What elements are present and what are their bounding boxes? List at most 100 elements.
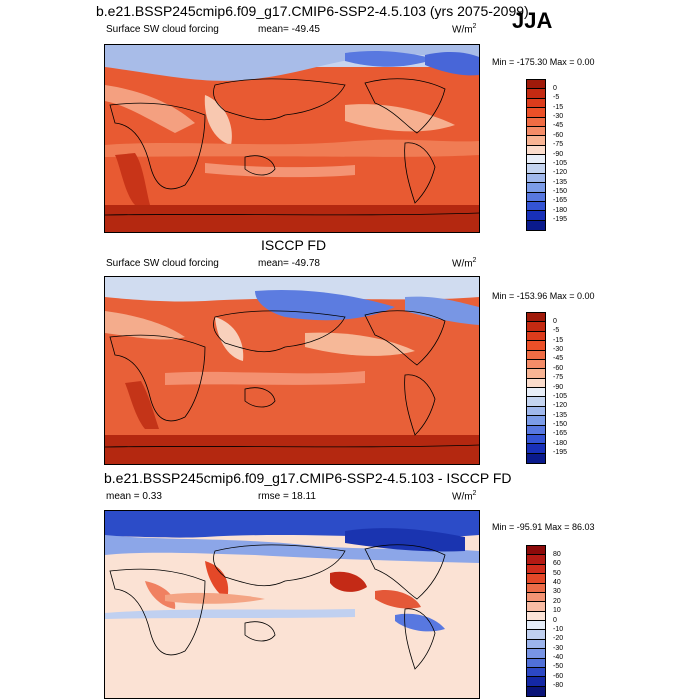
panel-3-colorbar-cell [527, 555, 545, 565]
panel-3-tick-label: 60 [553, 560, 561, 568]
panel-1-colorbar-cell [527, 220, 545, 230]
panel-3-tick-label: -20 [553, 635, 564, 643]
panel-2-colorbar-cell [527, 322, 545, 332]
panel-1-title: b.e21.BSSP245cmip6.f09_g17.CMIP6-SSP2-4.… [96, 3, 529, 19]
panel-1-colorbar [526, 79, 546, 231]
panel-1-minmax: Min = -175.30 Max = 0.00 [492, 57, 595, 67]
panel-1-colorbar-cell [527, 183, 545, 193]
panel-1-tick-label: -30 [553, 113, 564, 120]
panel-2-tick-label: -135 [553, 411, 568, 419]
panel-1-colorbar-cell [527, 126, 545, 137]
panel-2-colorbar-cell [527, 341, 545, 351]
panel-3-colorbar [526, 545, 546, 697]
panel-3-colorbar-cell [527, 621, 545, 631]
panel-2-title: ISCCP FD [261, 237, 327, 253]
panel-1-mean-label: mean= -49.45 [258, 24, 320, 35]
panel-3-colorbar-cell [527, 592, 545, 603]
panel-1-tick-label: -165 [553, 197, 568, 205]
panel-3-colorbar-cell [527, 649, 545, 659]
panel-1-tick-label: -90 [553, 150, 564, 158]
panel-2-map-field [105, 277, 479, 464]
panel-2-colorbar-cell [527, 378, 545, 388]
panel-1-tick-label: -150 [553, 188, 568, 195]
panel-3-map-field [105, 511, 479, 698]
panel-2-tick-label: -150 [553, 421, 568, 428]
panel-2-colorbar-cell [527, 425, 545, 435]
panel-3-map [104, 510, 480, 699]
panel-2-colorbar-cell [527, 313, 545, 323]
panel-1-tick-label: -195 [553, 216, 568, 224]
panel-1-colorbar-cell [527, 155, 545, 165]
panel-3-colorbar-cell [527, 546, 545, 556]
panel-3-tick-label: -30 [553, 644, 564, 652]
panel-2-colorbar-cell [527, 369, 545, 379]
panel-3-tick-label: -50 [553, 663, 564, 671]
panel-2-minmax: Min = -153.96 Max = 0.00 [492, 291, 595, 301]
panel-2-tick-label: -15 [553, 336, 564, 344]
panel-1-colorbar-cell [527, 192, 545, 202]
panel-1-tick-label: -45 [553, 122, 564, 130]
panel-3-rmse-label: rmse = 18.11 [258, 491, 316, 502]
panel-2-colorbar [526, 312, 546, 464]
panel-1-colorbar-cell [527, 145, 545, 155]
panel-1-colorbar-cell [527, 117, 545, 127]
panel-3-tick-label: -40 [553, 654, 564, 661]
panel-1-colorbar-cell [527, 201, 545, 212]
panel-3-tick-label: 0 [553, 616, 557, 624]
panel-3-colorbar-cell [527, 564, 545, 575]
panel-3-mean-label: mean = 0.33 [106, 491, 162, 502]
panel-3-minmax: Min = -95.91 Max = 86.03 [492, 522, 595, 532]
panel-3-colorbar-cell [527, 677, 545, 687]
panel-2-variable-label: Surface SW cloud forcing [106, 258, 219, 269]
panel-2-colorbar-cell [527, 359, 545, 370]
panel-3-colorbar-cell [527, 639, 545, 650]
panel-1-colorbar-cell [527, 108, 545, 118]
panel-2-tick-label: -120 [553, 402, 568, 410]
panel-3-tick-label: 80 [553, 550, 561, 558]
panel-1-tick-label: -120 [553, 169, 568, 177]
panel-1-tick-label: -180 [553, 206, 568, 214]
panel-2-tick-label: -5 [553, 327, 560, 335]
panel-2-tick-label: -165 [553, 430, 568, 438]
panel-2-tick-label: -90 [553, 383, 564, 391]
panel-1-tick-label: -135 [553, 178, 568, 186]
panel-2-colorbar-cell [527, 416, 545, 426]
panel-2-tick-label: -180 [553, 439, 568, 447]
panel-2-colorbar-cell [527, 406, 545, 417]
panel-1-tick-label: 0 [553, 84, 557, 92]
panel-3-tick-label: 40 [553, 579, 561, 586]
panel-1-variable-label: Surface SW cloud forcing [106, 24, 219, 35]
panel-3-colorbar-cell [527, 686, 545, 696]
panel-2-colorbar-cell [527, 434, 545, 445]
panel-2-colorbar-cell [527, 444, 545, 454]
season-label: JJA [512, 8, 553, 33]
panel-1-tick-label: -5 [553, 94, 560, 102]
panel-2-tick-label: -30 [553, 346, 564, 353]
panel-3-tick-label: 50 [553, 569, 561, 577]
panel-3-tick-label: 20 [553, 597, 561, 605]
panel-1-colorbar-cell [527, 173, 545, 184]
panel-1-colorbar-cell [527, 80, 545, 90]
panel-1-tick-label: -60 [553, 131, 564, 139]
panel-2-colorbar-cell [527, 453, 545, 463]
panel-1-colorbar-cell [527, 211, 545, 221]
panel-1-colorbar-cell [527, 89, 545, 99]
panel-2-tick-label: -75 [553, 374, 564, 382]
panel-3-colorbar-cell [527, 667, 545, 678]
panel-2-tick-label: -45 [553, 355, 564, 363]
panel-3-tick-label: 10 [553, 607, 561, 615]
panel-3-colorbar-cell [527, 630, 545, 640]
panel-3-colorbar-cell [527, 602, 545, 612]
panel-3-colorbar-cell [527, 574, 545, 584]
panel-3-colorbar-cell [527, 658, 545, 668]
panel-2-tick-label: 0 [553, 317, 557, 325]
panel-1-map [104, 44, 480, 233]
panel-2-colorbar-cell [527, 397, 545, 407]
panel-3-colorbar-cell [527, 611, 545, 621]
panel-2-tick-label: -195 [553, 449, 568, 457]
panel-3-tick-label: 30 [553, 588, 561, 596]
panel-1-map-field [105, 45, 479, 232]
panel-2-mean-label: mean= -49.78 [258, 258, 320, 269]
panel-2-colorbar-cell [527, 350, 545, 360]
panel-3-tick-label: -60 [553, 672, 564, 680]
